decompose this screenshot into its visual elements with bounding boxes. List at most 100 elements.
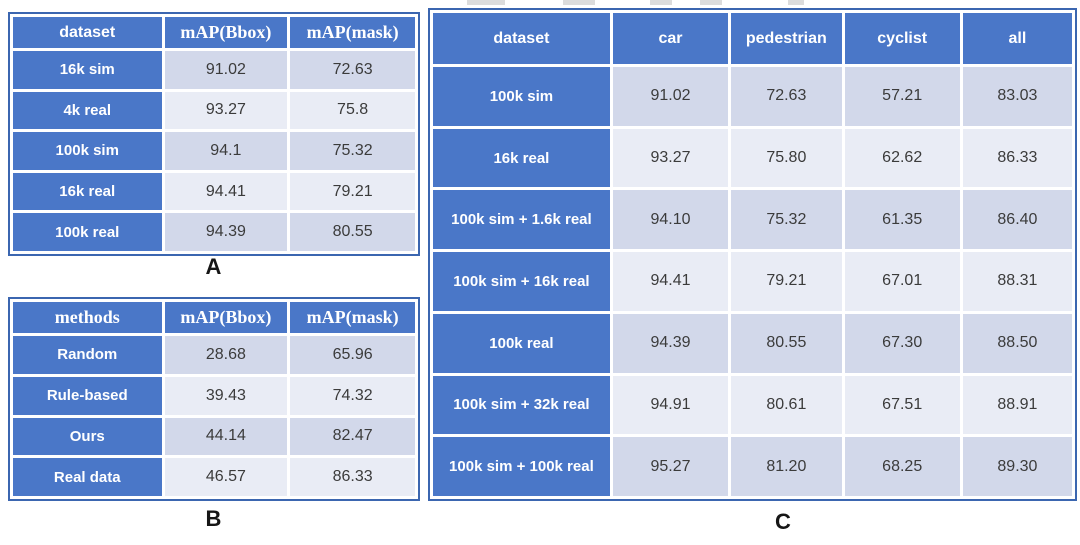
value-cell: 46.57	[164, 458, 288, 496]
column-header: pedestrian	[731, 13, 842, 64]
table-row: 100k sim + 1.6k real 94.10 75.32 61.35 86.40	[433, 190, 1072, 250]
crop-artifact	[700, 0, 722, 5]
value-cell: 81.20	[731, 437, 842, 496]
table-dataset-map: dataset mAP(Bbox) mAP(mask) 16k sim 91.02 72.…	[8, 12, 420, 256]
row-header: 16k sim	[13, 51, 162, 89]
header-row: methods mAP(Bbox) mAP(mask)	[13, 302, 415, 333]
row-header: 100k sim + 32k real	[433, 375, 610, 435]
table-row: Rule-based 39.43 74.32	[13, 376, 415, 415]
value-cell: 88.50	[962, 313, 1072, 373]
row-header: 100k sim + 100k real	[433, 437, 610, 496]
value-cell: 94.41	[164, 172, 288, 211]
value-cell: 95.27	[612, 437, 729, 496]
value-cell: 86.33	[290, 458, 415, 496]
value-cell: 61.35	[844, 190, 960, 250]
table-row: 100k real 94.39 80.55	[13, 213, 415, 251]
crop-artifact	[650, 0, 672, 5]
value-cell: 67.51	[844, 375, 960, 435]
caption-table-b: B	[205, 506, 223, 531]
value-cell: 72.63	[731, 67, 842, 126]
value-cell: 94.39	[612, 313, 729, 373]
table-c: dataset car pedestrian cyclist all 100k sim 91…	[430, 10, 1075, 499]
value-cell: 91.02	[164, 51, 288, 89]
value-cell: 67.30	[844, 313, 960, 373]
value-cell: 67.01	[844, 252, 960, 311]
value-cell: 86.33	[962, 128, 1072, 188]
value-cell: 79.21	[731, 252, 842, 311]
value-cell: 75.80	[731, 128, 842, 188]
value-cell: 68.25	[844, 437, 960, 496]
row-header: 100k sim	[433, 67, 610, 126]
value-cell: 86.40	[962, 190, 1072, 250]
row-header: Random	[13, 336, 162, 374]
value-cell: 80.55	[290, 213, 415, 251]
value-cell: 89.30	[962, 437, 1072, 496]
caption-table-a: A	[205, 254, 223, 279]
column-header: all	[962, 13, 1072, 64]
table-row: 16k real 93.27 75.80 62.62 86.33	[433, 128, 1072, 188]
value-cell: 28.68	[164, 336, 288, 374]
value-cell: 93.27	[164, 91, 288, 130]
value-cell: 80.61	[731, 375, 842, 435]
table-row: 100k sim + 100k real 95.27 81.20 68.25 89.30	[433, 437, 1072, 496]
table-row: 16k sim 91.02 72.63	[13, 51, 415, 89]
row-header: Rule-based	[13, 376, 162, 415]
table-row: 100k sim + 16k real 94.41 79.21 67.01 88.31	[433, 252, 1072, 311]
table-a: dataset mAP(Bbox) mAP(mask) 16k sim 91.02 72.…	[10, 14, 418, 254]
table-row: 16k real 94.41 79.21	[13, 172, 415, 211]
row-header: 100k real	[13, 213, 162, 251]
table-row: 100k sim + 32k real 94.91 80.61 67.51 88.91	[433, 375, 1072, 435]
header-row: dataset mAP(Bbox) mAP(mask)	[13, 17, 415, 48]
column-header: dataset	[13, 17, 162, 48]
value-cell: 39.43	[164, 376, 288, 415]
table-methods-map: methods mAP(Bbox) mAP(mask) Random 28.68 65.9…	[8, 297, 420, 501]
table-row: Random 28.68 65.96	[13, 336, 415, 374]
row-header: 100k real	[433, 313, 610, 373]
value-cell: 94.91	[612, 375, 729, 435]
value-cell: 83.03	[962, 67, 1072, 126]
value-cell: 75.8	[290, 91, 415, 130]
value-cell: 57.21	[844, 67, 960, 126]
value-cell: 91.02	[612, 67, 729, 126]
table-row: 100k sim 94.1 75.32	[13, 132, 415, 170]
row-header: 4k real	[13, 91, 162, 130]
value-cell: 94.39	[164, 213, 288, 251]
column-header: mAP(Bbox)	[164, 302, 288, 333]
value-cell: 88.31	[962, 252, 1072, 311]
value-cell: 79.21	[290, 172, 415, 211]
column-header: cyclist	[844, 13, 960, 64]
crop-artifact	[788, 0, 804, 5]
value-cell: 74.32	[290, 376, 415, 415]
row-header: 16k real	[433, 128, 610, 188]
row-header: Real data	[13, 458, 162, 496]
value-cell: 94.41	[612, 252, 729, 311]
value-cell: 75.32	[731, 190, 842, 250]
value-cell: 94.10	[612, 190, 729, 250]
column-header: methods	[13, 302, 162, 333]
crop-artifact	[467, 0, 505, 5]
value-cell: 88.91	[962, 375, 1072, 435]
caption-table-c: C	[775, 509, 792, 534]
row-header: 16k real	[13, 172, 162, 211]
table-row: Real data 46.57 86.33	[13, 458, 415, 496]
column-header: dataset	[433, 13, 610, 64]
column-header: mAP(mask)	[290, 302, 415, 333]
table-row: 100k real 94.39 80.55 67.30 88.50	[433, 313, 1072, 373]
table-row: 4k real 93.27 75.8	[13, 91, 415, 130]
value-cell: 44.14	[164, 417, 288, 456]
value-cell: 75.32	[290, 132, 415, 170]
header-row: dataset car pedestrian cyclist all	[433, 13, 1072, 64]
row-header: 100k sim + 1.6k real	[433, 190, 610, 250]
row-header: Ours	[13, 417, 162, 456]
row-header: 100k sim	[13, 132, 162, 170]
table-dataset-classes: dataset car pedestrian cyclist all 100k sim 91…	[428, 8, 1077, 501]
table-row: Ours 44.14 82.47	[13, 417, 415, 456]
column-header: mAP(Bbox)	[164, 17, 288, 48]
value-cell: 82.47	[290, 417, 415, 456]
table-row: 100k sim 91.02 72.63 57.21 83.03	[433, 67, 1072, 126]
value-cell: 62.62	[844, 128, 960, 188]
value-cell: 65.96	[290, 336, 415, 374]
row-header: 100k sim + 16k real	[433, 252, 610, 311]
column-header: mAP(mask)	[290, 17, 415, 48]
value-cell: 94.1	[164, 132, 288, 170]
